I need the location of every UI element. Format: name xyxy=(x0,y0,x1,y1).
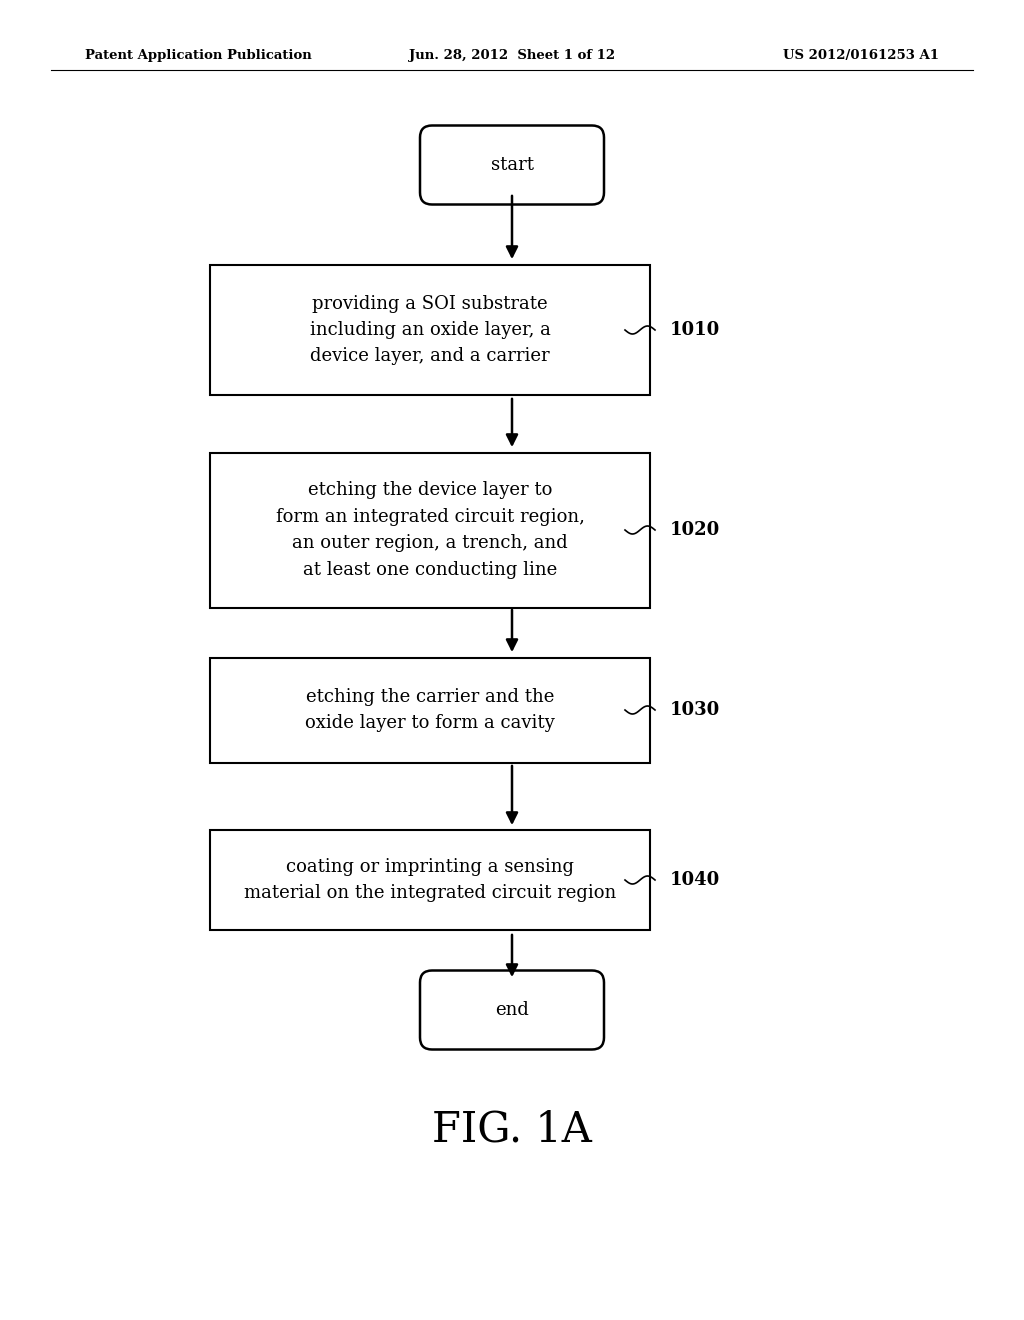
Text: Patent Application Publication: Patent Application Publication xyxy=(85,49,311,62)
Text: US 2012/0161253 A1: US 2012/0161253 A1 xyxy=(783,49,939,62)
Text: 1030: 1030 xyxy=(670,701,720,719)
Bar xyxy=(210,830,650,931)
Text: 1040: 1040 xyxy=(670,871,720,888)
Bar xyxy=(210,265,650,395)
Text: coating or imprinting a sensing
material on the integrated circuit region: coating or imprinting a sensing material… xyxy=(244,858,616,902)
Text: 1010: 1010 xyxy=(670,321,720,339)
Text: etching the device layer to
form an integrated circuit region,
an outer region, : etching the device layer to form an inte… xyxy=(275,482,585,578)
Text: start: start xyxy=(490,156,534,174)
Bar xyxy=(210,453,650,607)
Text: FIG. 1A: FIG. 1A xyxy=(432,1109,592,1151)
Text: 1020: 1020 xyxy=(670,521,720,539)
Text: providing a SOI substrate
including an oxide layer, a
device layer, and a carrie: providing a SOI substrate including an o… xyxy=(309,294,551,366)
Text: end: end xyxy=(495,1001,529,1019)
Bar xyxy=(210,657,650,763)
FancyBboxPatch shape xyxy=(420,125,604,205)
Text: etching the carrier and the
oxide layer to form a cavity: etching the carrier and the oxide layer … xyxy=(305,688,555,733)
FancyBboxPatch shape xyxy=(420,970,604,1049)
Text: Jun. 28, 2012  Sheet 1 of 12: Jun. 28, 2012 Sheet 1 of 12 xyxy=(409,49,615,62)
